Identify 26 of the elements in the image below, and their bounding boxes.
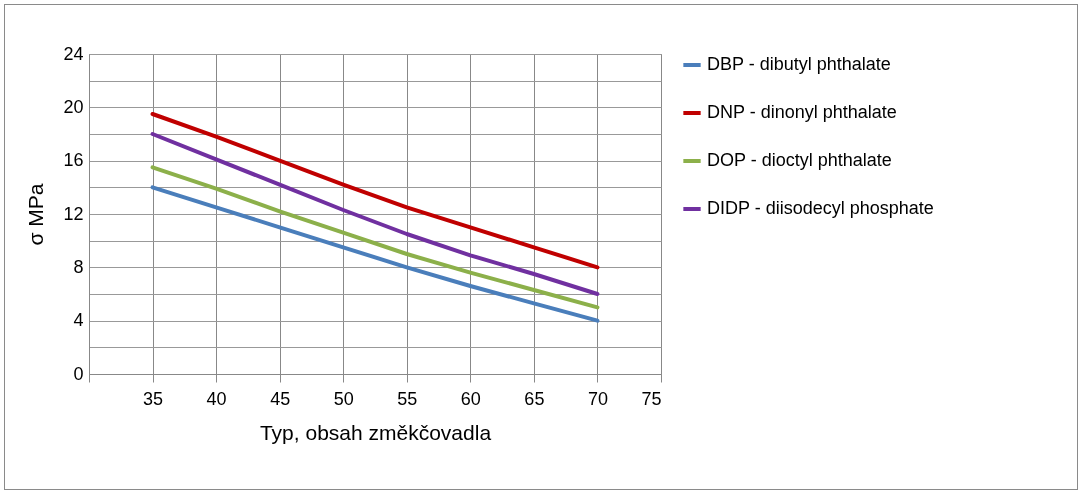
y-tick-label: 16 xyxy=(63,150,84,171)
x-tick-label: 50 xyxy=(333,388,354,409)
x-tick-label: 75 xyxy=(641,388,662,409)
y-tick-label: 0 xyxy=(73,363,84,384)
x-tick-label: 45 xyxy=(270,388,291,409)
y-tick-label: 8 xyxy=(73,256,84,277)
x-axis-title: Typ, obsah změkčovadla xyxy=(259,420,492,444)
y-tick-label: 20 xyxy=(63,96,84,117)
line-series xyxy=(150,112,600,270)
y-axis-title: σ MPa xyxy=(24,183,48,246)
legend-label: DIDP - diisodecyl phosphate xyxy=(707,198,934,218)
x-tick-label: 55 xyxy=(397,388,418,409)
y-tick-label: 4 xyxy=(73,310,84,331)
legend-label: DBP - dibutyl phthalate xyxy=(707,54,891,74)
y-tick-label: 24 xyxy=(63,43,84,64)
x-tick-label: 60 xyxy=(460,388,481,409)
x-tick-label: 70 xyxy=(587,388,608,409)
line-series xyxy=(150,185,600,323)
x-tick-label: 40 xyxy=(206,388,227,409)
line-series xyxy=(150,132,600,296)
line-series xyxy=(150,165,600,310)
y-tick-label: 12 xyxy=(63,203,84,224)
legend-label: DOP - dioctyl phthalate xyxy=(707,150,892,170)
x-tick-label: 65 xyxy=(524,388,545,409)
x-tick-label: 35 xyxy=(143,388,164,409)
legend-label: DNP - dinonyl phthalate xyxy=(707,102,897,122)
